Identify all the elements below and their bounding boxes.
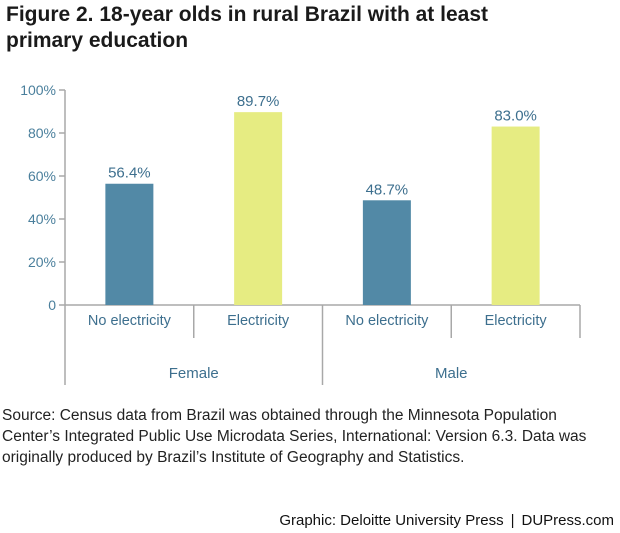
credit-separator: | — [510, 512, 515, 529]
bar — [362, 200, 411, 305]
bar-chart: 0 20% 40% 60% 80% 100% 56.4% No electricity 89.7… — [20, 82, 581, 385]
bar — [234, 112, 283, 305]
y-tick-label: 80% — [28, 125, 56, 141]
credit-line: Graphic: Deloitte University Press | DUPre… — [279, 512, 614, 530]
bar-value-label: 48.7% — [366, 181, 409, 198]
chart-title: Figure 2. 18-year olds in rural Brazil w… — [6, 3, 488, 52]
bar-value-label: 83.0% — [494, 108, 537, 125]
group-label: Male — [435, 365, 468, 382]
category-label: No electricity — [345, 313, 429, 329]
y-tick-label: 40% — [28, 211, 56, 227]
y-tick-label: 0 — [48, 297, 56, 313]
credit-publisher: Graphic: Deloitte University Press — [279, 512, 504, 529]
group-label: Female — [169, 365, 219, 382]
category-label: No electricity — [88, 313, 172, 329]
category-label: Electricity — [227, 313, 290, 329]
category-label: Electricity — [485, 313, 548, 329]
y-tick-label: 20% — [28, 254, 56, 270]
credit-website: DUPress.com — [521, 512, 614, 529]
bar — [105, 183, 154, 305]
bar — [491, 126, 540, 305]
source-note: Source: Census data from Brazil was obta… — [2, 407, 587, 466]
y-tick-label: 60% — [28, 168, 56, 184]
bar-value-label: 56.4% — [108, 165, 151, 182]
bar-value-label: 89.7% — [237, 93, 280, 110]
y-tick-label: 100% — [20, 82, 56, 98]
